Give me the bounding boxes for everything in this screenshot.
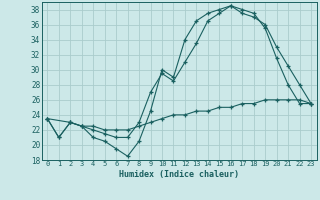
X-axis label: Humidex (Indice chaleur): Humidex (Indice chaleur) xyxy=(119,170,239,179)
